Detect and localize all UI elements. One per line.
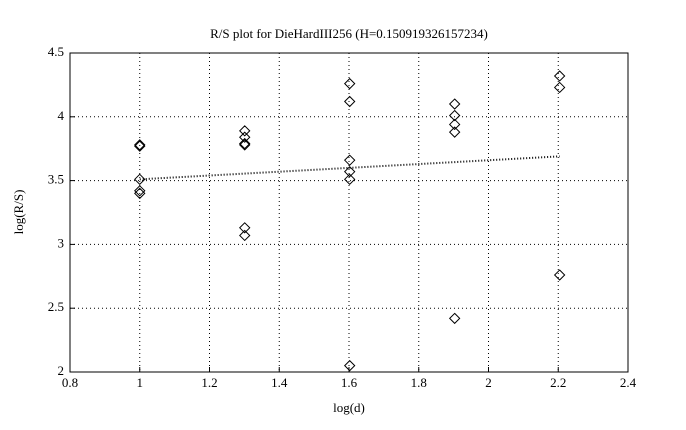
- marker: [134, 187, 146, 200]
- marker: [343, 165, 356, 178]
- plot-frame: [69, 52, 629, 373]
- marker: [134, 173, 146, 186]
- chart-title: R/S plot for DieHardIII256 (H=0.15091932…: [210, 26, 488, 41]
- marker: [239, 139, 251, 151]
- marker: [343, 154, 356, 166]
- marker: [343, 173, 356, 186]
- marker: [134, 139, 146, 151]
- marker: [448, 98, 461, 110]
- x-tick-label: 2.4: [620, 375, 637, 390]
- marker: [239, 125, 251, 137]
- x-tick-label: 1.2: [201, 375, 217, 390]
- y-tick-label: 3: [58, 235, 65, 250]
- x-axis-label: log(d): [333, 400, 365, 415]
- marker: [553, 81, 566, 94]
- y-axis-label: log(R/S): [11, 190, 26, 235]
- marker: [553, 269, 566, 281]
- marker: [239, 229, 251, 242]
- marker: [448, 312, 461, 325]
- x-tick-label: 1.6: [341, 375, 358, 390]
- marker: [448, 126, 461, 138]
- x-tick-label: 2.2: [550, 375, 566, 390]
- y-tick-label: 4.5: [48, 44, 64, 59]
- marker: [343, 77, 356, 90]
- marker: [239, 131, 251, 143]
- marker: [343, 359, 356, 372]
- x-tick-label: 0.8: [62, 375, 78, 390]
- y-tick-label: 4: [58, 108, 65, 123]
- marker: [448, 109, 461, 122]
- x-tick-label: 1: [137, 375, 144, 390]
- fit-line: [139, 155, 560, 181]
- marker: [134, 185, 146, 197]
- marker: [134, 140, 146, 152]
- y-tick-label: 2.5: [48, 299, 64, 314]
- marker: [448, 118, 461, 131]
- x-tick-label: 2: [485, 375, 492, 390]
- marker: [239, 222, 251, 234]
- y-tick-label: 3.5: [48, 172, 64, 187]
- marker: [343, 95, 356, 108]
- x-tick-label: 1.4: [271, 375, 288, 390]
- y-tick-label: 2: [58, 363, 65, 378]
- x-tick-label: 1.8: [411, 375, 427, 390]
- marker: [239, 137, 251, 150]
- marker: [553, 70, 566, 82]
